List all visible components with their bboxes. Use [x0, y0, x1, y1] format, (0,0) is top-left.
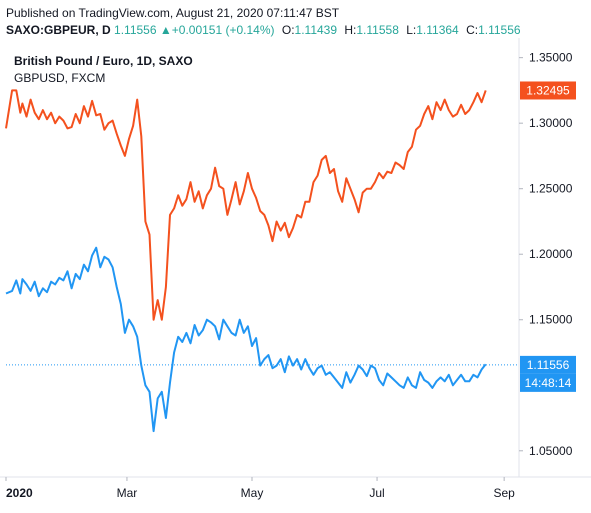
- legend-main-series: British Pound / Euro, 1D, SAXO: [14, 54, 193, 68]
- y-tick-label: 1.15000: [529, 313, 573, 327]
- x-tick-label: May: [241, 486, 264, 500]
- symbol-summary: SAXO:GBPEUR, D 1.11556 ▲+0.00151 (+0.14%…: [6, 23, 521, 37]
- countdown-label-bg: [520, 373, 576, 392]
- open-label: O:: [281, 23, 295, 37]
- price-label-gbpusd-bg: [520, 81, 576, 100]
- close-value: 1.11556: [478, 23, 521, 37]
- x-tick-label: Sep: [493, 486, 515, 500]
- symbol-name: SAXO:GBPEUR, D: [6, 23, 111, 37]
- high-value: 1.11558: [356, 23, 399, 37]
- legend-compare-series: GBPUSD, FXCM: [14, 71, 106, 85]
- series-line-gbpusd: [5, 89, 487, 321]
- x-tick-label: Mar: [117, 486, 138, 500]
- last-price: 1.11556: [114, 23, 157, 37]
- price-change: +0.00151 (+0.14%): [171, 23, 275, 37]
- close-label: C:: [466, 23, 479, 37]
- published-line: Published on TradingView.com, August 21,…: [6, 6, 340, 20]
- change-arrow-icon: ▲: [159, 23, 172, 37]
- y-tick-label: 1.20000: [529, 247, 573, 261]
- x-tick-label: 2020: [6, 486, 33, 500]
- y-tick-label: 1.30000: [529, 116, 573, 130]
- y-tick-label: 1.25000: [529, 182, 573, 196]
- low-label: L:: [406, 23, 417, 37]
- countdown-label: 14:48:14: [525, 376, 572, 390]
- y-tick-label: 1.05000: [529, 444, 573, 458]
- price-label-gbpeur: 1.11556: [527, 358, 570, 372]
- y-tick-label: 1.35000: [529, 51, 573, 65]
- low-value: 1.11364: [416, 23, 459, 37]
- price-label-gbpusd: 1.32495: [526, 83, 570, 97]
- high-label: H:: [344, 23, 357, 37]
- x-tick-label: Jul: [369, 486, 384, 500]
- open-value: 1.11439: [294, 23, 338, 37]
- series-line-gbpeur: [5, 246, 487, 433]
- price-label-gbpeur-bg: [520, 355, 576, 374]
